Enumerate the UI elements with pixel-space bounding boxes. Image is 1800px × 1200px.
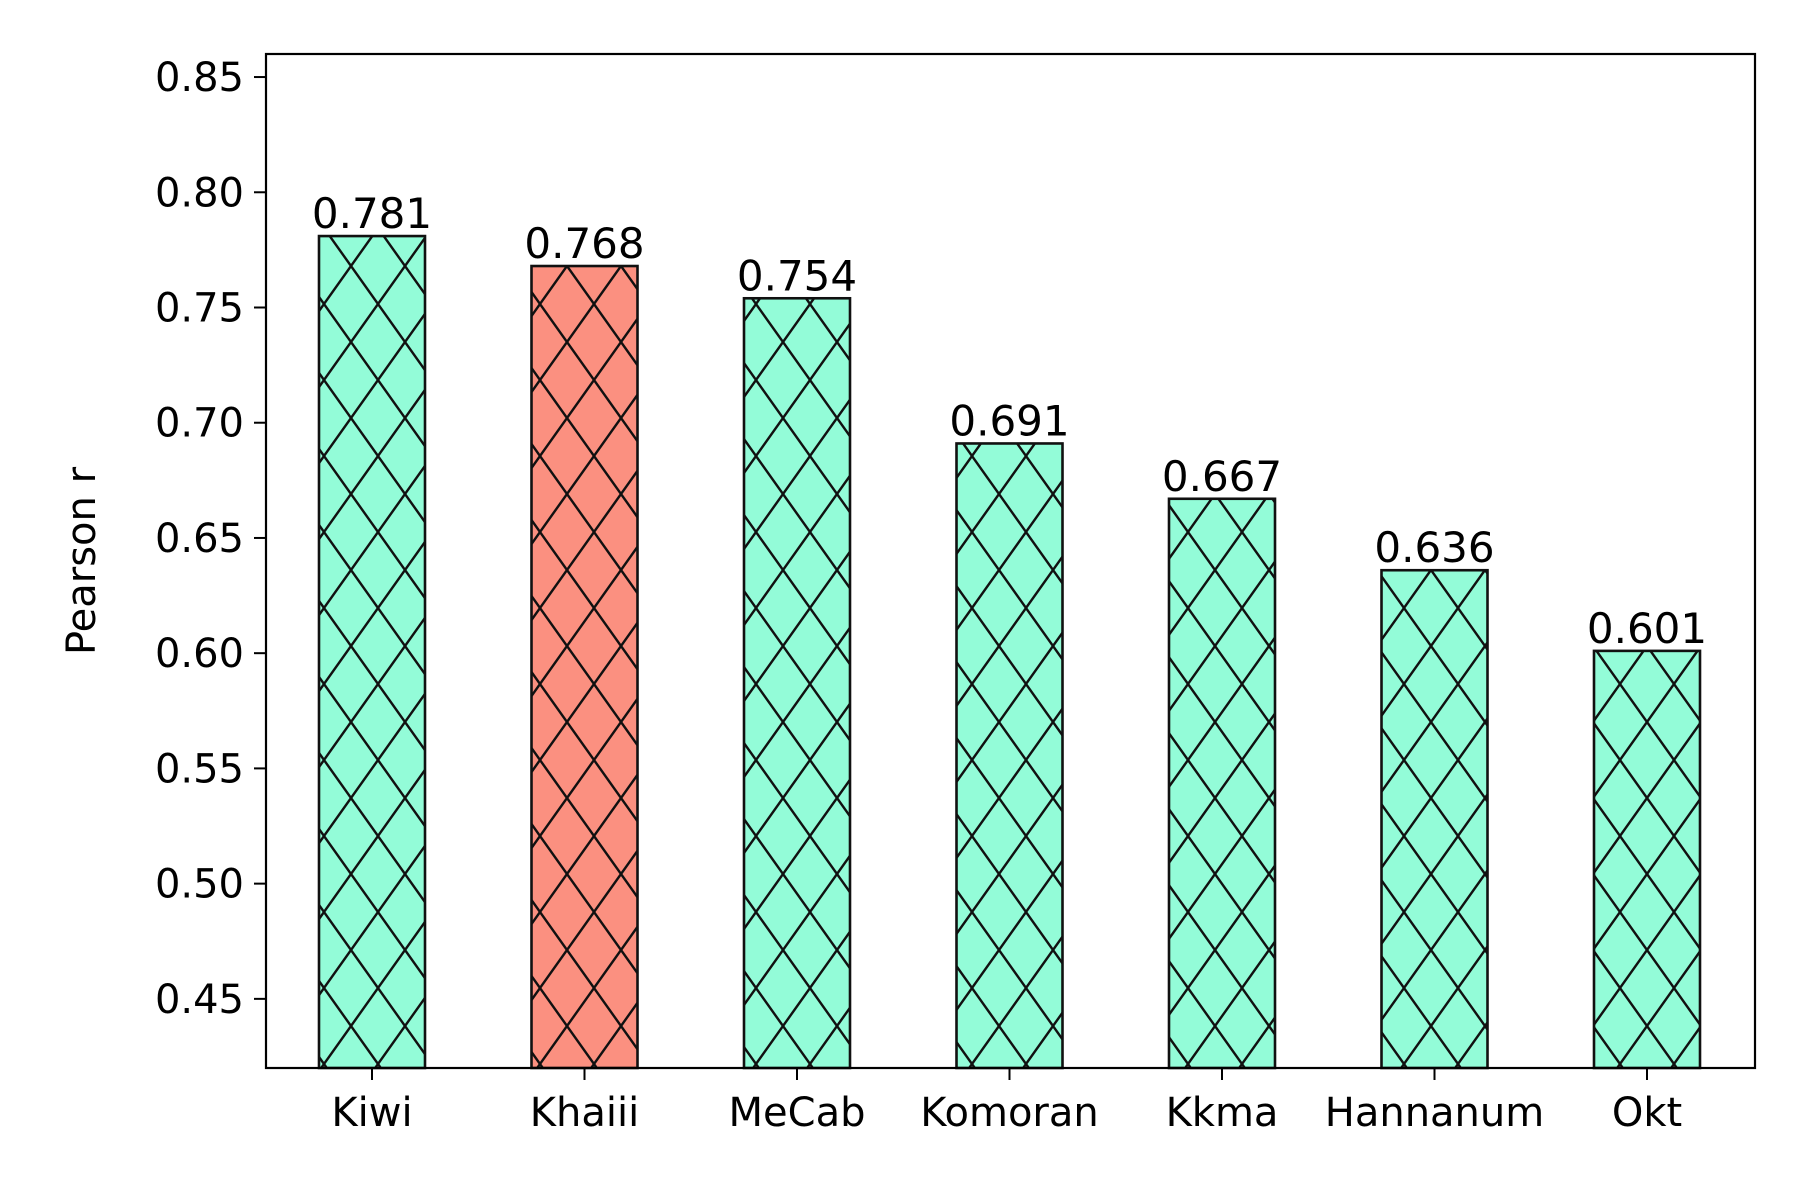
bar-hatch <box>744 298 850 1068</box>
bar-hatch <box>1169 498 1275 1068</box>
bar-hatch <box>531 266 638 1068</box>
x-tick-label: Kkma <box>1166 1090 1279 1136</box>
x-tick-label: MeCab <box>729 1090 866 1136</box>
y-axis: 0.45 0.50 0.55 0.60 0.65 0.70 0.75 0.80 0.85 <box>155 55 266 1023</box>
x-tick-label: Komoran <box>920 1090 1098 1136</box>
x-tick-label: Okt <box>1612 1090 1682 1136</box>
x-axis: Kiwi Khaiii MeCab Komoran Kkma Hannanum Okt <box>331 1068 1682 1136</box>
bar-value-label: 0.754 <box>737 251 857 300</box>
x-tick-label: Hannanum <box>1325 1090 1544 1136</box>
bar-hatch <box>1381 570 1488 1068</box>
bar-value-label: 0.667 <box>1162 452 1282 501</box>
bar-hatch <box>1594 650 1700 1068</box>
x-tick-label: Kiwi <box>331 1090 412 1136</box>
bar-value-label: 0.768 <box>524 219 644 268</box>
bar-value-label: 0.636 <box>1374 523 1494 572</box>
y-tick-label: 0.45 <box>155 977 244 1023</box>
bar-value-label: 0.691 <box>949 396 1069 445</box>
y-tick-label: 0.50 <box>155 862 244 908</box>
y-tick-label: 0.70 <box>155 401 244 447</box>
bar-value-label: 0.781 <box>312 189 432 238</box>
bars <box>317 234 1702 1070</box>
y-tick-label: 0.55 <box>155 746 244 792</box>
y-tick-label: 0.80 <box>155 170 244 216</box>
x-tick-label: Khaiii <box>530 1090 639 1136</box>
y-tick-label: 0.75 <box>155 286 244 332</box>
y-tick-label: 0.65 <box>155 516 244 562</box>
bar-hatch <box>956 443 1063 1069</box>
y-tick-label: 0.85 <box>155 55 244 101</box>
bar-value-label: 0.601 <box>1587 604 1707 653</box>
bar-value-labels: 0.781 0.768 0.754 0.691 0.667 0.636 0.601 <box>312 189 1707 653</box>
y-tick-label: 0.60 <box>155 631 244 677</box>
y-axis-title: Pearson r <box>59 466 105 655</box>
bar-hatch <box>319 236 425 1069</box>
